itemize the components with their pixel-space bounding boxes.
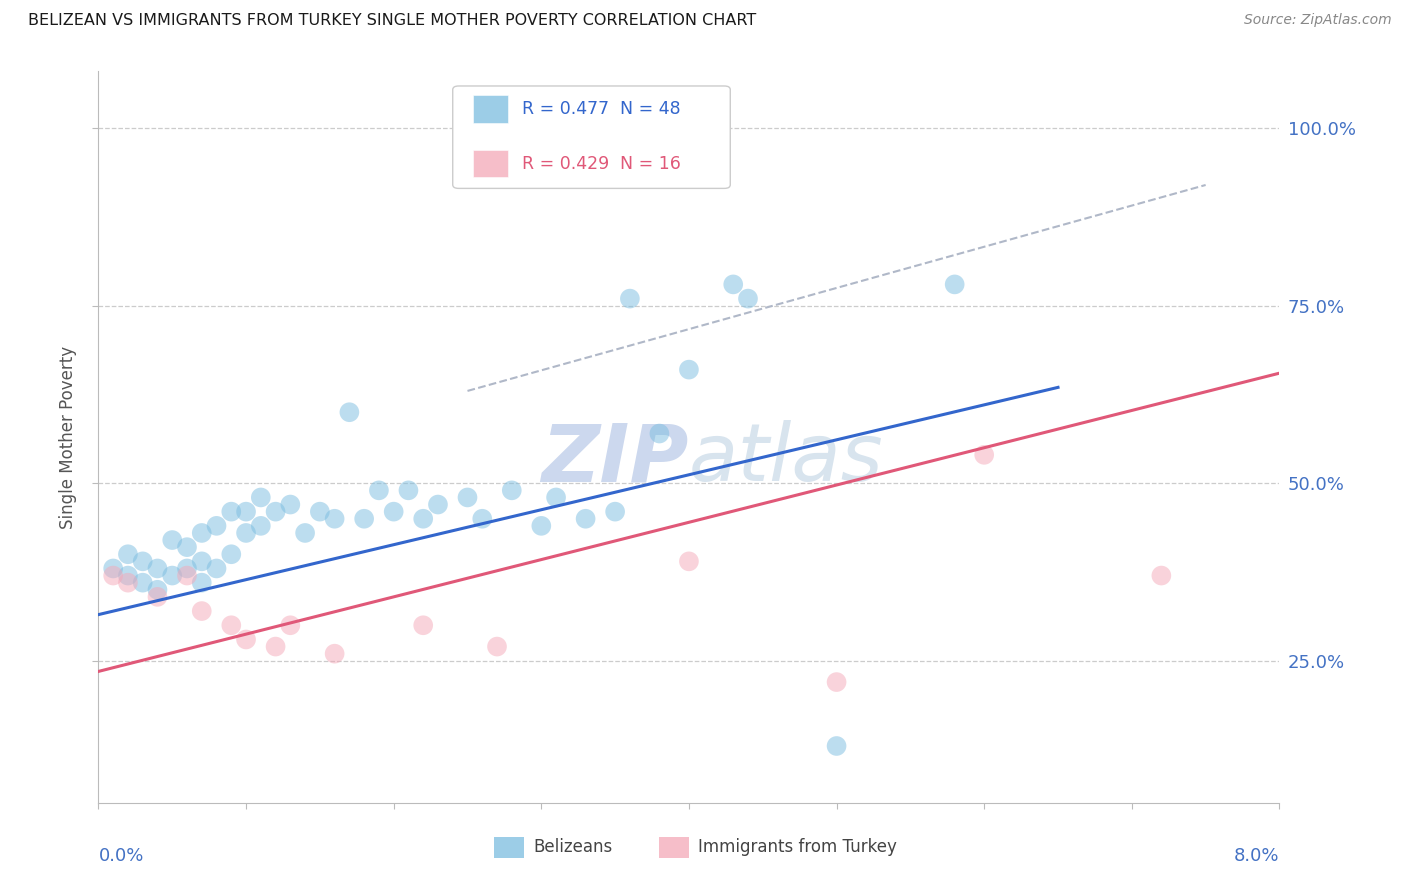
Point: [191, 525, 214, 540]
Point: [264, 505, 287, 519]
Point: [191, 554, 214, 568]
Point: [221, 547, 243, 561]
Point: [412, 618, 434, 632]
Point: [619, 292, 641, 306]
Point: [176, 540, 198, 554]
Point: [471, 512, 494, 526]
Point: [280, 618, 302, 632]
Point: [457, 491, 479, 505]
Point: [221, 618, 243, 632]
Point: [427, 498, 450, 512]
FancyBboxPatch shape: [472, 95, 508, 122]
Point: [737, 292, 759, 306]
Point: [943, 277, 966, 292]
Point: [723, 277, 745, 292]
Point: [486, 640, 509, 654]
Point: [235, 505, 257, 519]
Point: [973, 448, 995, 462]
Text: R = 0.429: R = 0.429: [523, 154, 610, 172]
Point: [368, 483, 391, 498]
Point: [176, 568, 198, 582]
Point: [825, 739, 848, 753]
Text: N = 48: N = 48: [620, 100, 681, 118]
Point: [323, 512, 346, 526]
Point: [546, 491, 568, 505]
Text: ZIP: ZIP: [541, 420, 689, 498]
FancyBboxPatch shape: [494, 838, 523, 858]
Text: BELIZEAN VS IMMIGRANTS FROM TURKEY SINGLE MOTHER POVERTY CORRELATION CHART: BELIZEAN VS IMMIGRANTS FROM TURKEY SINGL…: [28, 13, 756, 29]
FancyBboxPatch shape: [659, 838, 689, 858]
Point: [323, 647, 346, 661]
Point: [205, 561, 228, 575]
Text: 0.0%: 0.0%: [98, 847, 143, 864]
Text: Source: ZipAtlas.com: Source: ZipAtlas.com: [1244, 13, 1392, 28]
Text: R = 0.477: R = 0.477: [523, 100, 610, 118]
Point: [221, 505, 243, 519]
Text: N = 16: N = 16: [620, 154, 682, 172]
Point: [294, 525, 316, 540]
Point: [501, 483, 523, 498]
Point: [412, 512, 434, 526]
Point: [530, 519, 553, 533]
Text: 8.0%: 8.0%: [1234, 847, 1279, 864]
Point: [825, 675, 848, 690]
Point: [117, 547, 139, 561]
FancyBboxPatch shape: [453, 86, 730, 188]
Point: [309, 505, 332, 519]
Point: [250, 491, 273, 505]
Point: [398, 483, 420, 498]
Point: [132, 575, 155, 590]
Y-axis label: Single Mother Poverty: Single Mother Poverty: [59, 345, 77, 529]
Point: [132, 554, 155, 568]
Point: [280, 498, 302, 512]
FancyBboxPatch shape: [472, 150, 508, 178]
Point: [1150, 568, 1173, 582]
Point: [162, 533, 183, 547]
Point: [648, 426, 671, 441]
Point: [678, 554, 700, 568]
Point: [205, 519, 228, 533]
Point: [146, 561, 169, 575]
Point: [235, 525, 257, 540]
Point: [264, 640, 287, 654]
Point: [176, 561, 198, 575]
Point: [117, 568, 139, 582]
Point: [353, 512, 375, 526]
Point: [146, 590, 169, 604]
Point: [103, 561, 125, 575]
Point: [250, 519, 273, 533]
Point: [146, 582, 169, 597]
Point: [103, 568, 125, 582]
Point: [117, 575, 139, 590]
Point: [191, 575, 214, 590]
Point: [235, 632, 257, 647]
Point: [339, 405, 361, 419]
Text: Immigrants from Turkey: Immigrants from Turkey: [699, 838, 897, 856]
Point: [575, 512, 598, 526]
Point: [191, 604, 214, 618]
Point: [605, 505, 627, 519]
Text: atlas: atlas: [689, 420, 884, 498]
Text: Belizeans: Belizeans: [533, 838, 612, 856]
Point: [678, 362, 700, 376]
Point: [162, 568, 183, 582]
Point: [382, 505, 405, 519]
